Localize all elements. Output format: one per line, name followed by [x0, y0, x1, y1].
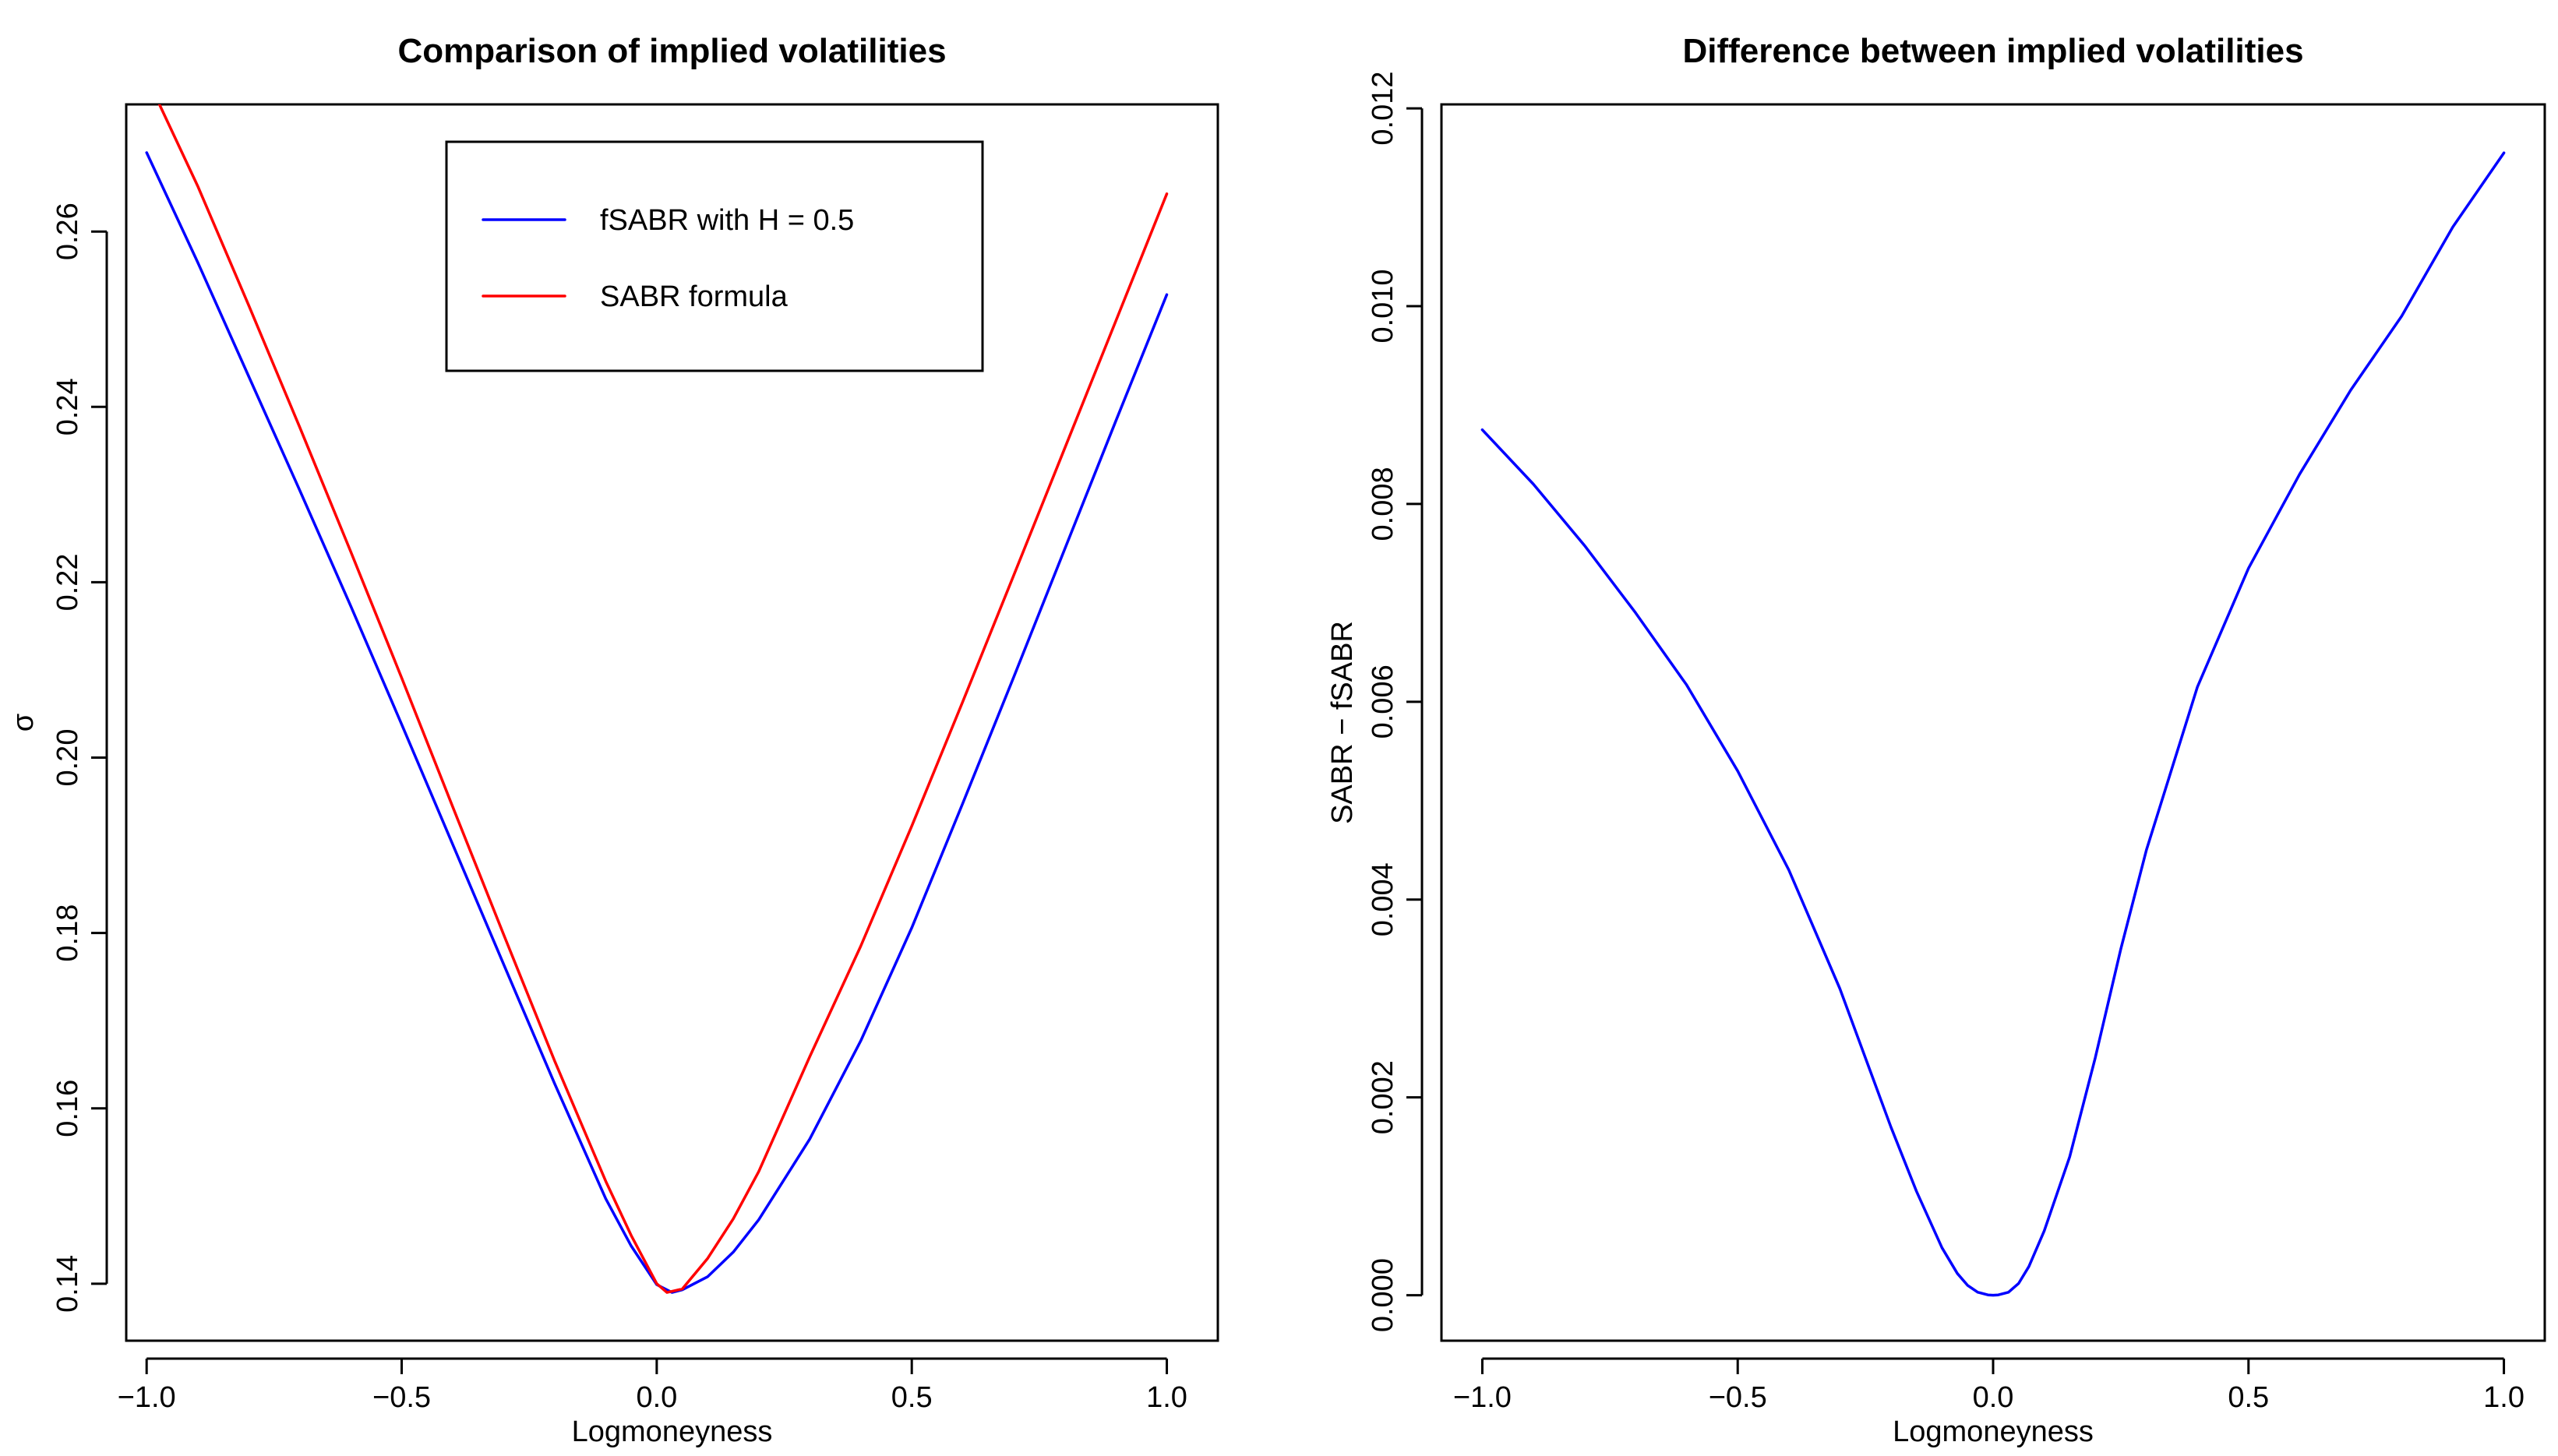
chart-panel-implied-volatilities: Comparison of implied volatilities Logmo…	[7, 32, 1219, 1448]
y-axis-label: SABR − fSABR	[1326, 621, 1359, 824]
legend: fSABR with H = 0.5 SABR formula	[445, 140, 984, 372]
x-tick-label: −0.5	[1709, 1381, 1767, 1414]
plot-frame	[1440, 103, 2546, 1342]
y-axis: 0.14 0.16 0.18 0.20 0.22 0.24 0.26	[51, 203, 108, 1313]
y-tick-label: 0.010	[1367, 269, 1399, 343]
y-tick-label: 0.26	[51, 203, 84, 260]
y-tick-label: 0.000	[1367, 1258, 1399, 1332]
x-axis-label: Logmoneyness	[1893, 1415, 2094, 1448]
plot-frame	[125, 103, 1219, 1342]
plot-area	[145, 104, 1169, 1294]
x-axis-label: Logmoneyness	[572, 1415, 773, 1448]
plot-area	[1480, 151, 2506, 1297]
legend-label-fsabr: fSABR with H = 0.5	[600, 204, 854, 237]
y-tick-label: 0.20	[51, 729, 84, 787]
x-axis: −1.0 −0.5 0.0 0.5 1.0	[1453, 1357, 2524, 1414]
series-line-sabr-fsabr	[1480, 151, 2506, 1297]
x-tick-label: 0.0	[1973, 1381, 2014, 1414]
y-tick-label: 0.22	[51, 553, 84, 611]
legend-label-sabr: SABR formula	[600, 280, 789, 313]
x-axis: −1.0 −0.5 0.0 0.5 1.0	[118, 1357, 1187, 1414]
y-tick-label: 0.24	[51, 378, 84, 435]
x-tick-label: −1.0	[118, 1381, 176, 1414]
y-tick-label: 0.16	[51, 1080, 84, 1137]
chart-title: Difference between implied volatilities	[1682, 32, 2303, 70]
series-line-fsabr-with-h-0-5	[145, 151, 1169, 1294]
x-tick-label: −0.5	[372, 1381, 431, 1414]
y-axis-label: σ	[7, 714, 40, 732]
y-axis: 0.000 0.002 0.004 0.006 0.008 0.010 0.012	[1367, 72, 1424, 1332]
x-tick-label: 0.5	[2228, 1381, 2269, 1414]
legend-box	[445, 140, 984, 372]
x-tick-label: −1.0	[1453, 1381, 1512, 1414]
series-line-sabr-formula	[157, 104, 1169, 1294]
y-tick-label: 0.006	[1367, 665, 1399, 739]
x-tick-label: 1.0	[1146, 1381, 1187, 1414]
y-tick-label: 0.002	[1367, 1060, 1399, 1134]
x-tick-label: 0.5	[891, 1381, 933, 1414]
y-tick-label: 0.004	[1367, 862, 1399, 936]
chart-title: Comparison of implied volatilities	[397, 32, 946, 70]
x-tick-label: 1.0	[2483, 1381, 2524, 1414]
y-tick-label: 0.18	[51, 904, 84, 962]
y-tick-label: 0.14	[51, 1255, 84, 1313]
chart-panel-difference: Difference between implied volatilities …	[1326, 32, 2546, 1448]
y-tick-label: 0.008	[1367, 467, 1399, 541]
x-tick-label: 0.0	[636, 1381, 677, 1414]
y-tick-label: 0.012	[1367, 72, 1399, 146]
